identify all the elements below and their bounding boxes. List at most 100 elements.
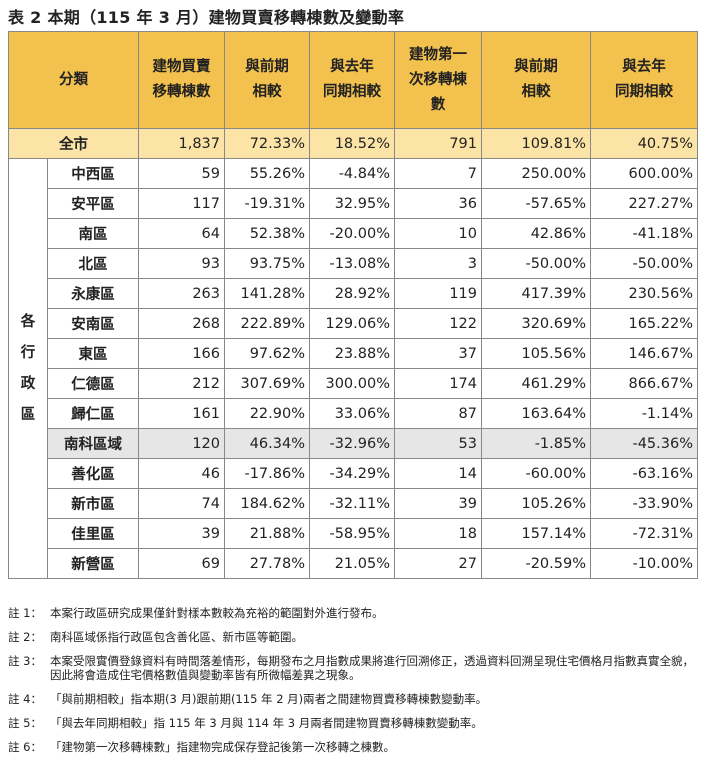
table-cell: 32.95% (309, 188, 395, 219)
table-cell: 97.62% (224, 338, 310, 369)
district-name: 東區 (47, 338, 139, 369)
total-label: 全市 (8, 128, 139, 159)
table-cell: 105.56% (481, 338, 591, 369)
total-cell: 72.33% (224, 128, 310, 159)
table-cell: -1.14% (590, 398, 698, 429)
table-cell: 227.27% (590, 188, 698, 219)
table-cell: -60.00% (481, 458, 591, 489)
note-key: 註 5： (8, 716, 42, 730)
note-text: 本案行政區研究成果僅針對樣本數較為充裕的範圍對外進行發布。 (50, 606, 384, 620)
table-cell: 117 (138, 188, 225, 219)
district-name: 北區 (47, 248, 139, 279)
district-name: 歸仁區 (47, 398, 139, 429)
total-cell: 791 (394, 128, 482, 159)
table-cell: 18 (394, 518, 482, 549)
table-row: 佳里區 39 21.88% -58.95% 18 157.14% -72.31% (9, 518, 698, 549)
table-row: 南區 64 52.38% -20.00% 10 42.86% -41.18% (9, 218, 698, 249)
header-line: 相較 (521, 84, 551, 100)
table-cell: 165.22% (590, 308, 698, 339)
district-name: 南區 (47, 218, 139, 249)
table-cell: 28.92% (309, 278, 395, 309)
table-cell: -32.96% (309, 428, 395, 459)
transfer-table: 分類 建物買賣 移轉棟數 與前期 相較 與去年 同期相較 建物第一 次移轉棟 數… (8, 31, 698, 579)
notes-section: 註 1： 本案行政區研究成果僅針對樣本數較為充裕的範圍對外進行發布。註 2： 南科區… (8, 606, 698, 764)
note-text: 「與前期相較」指本期(3 月)跟前期(115 年 2 月)兩者之間建物買賣移轉棟… (50, 692, 488, 706)
table-cell: -1.85% (481, 428, 591, 459)
header-line: 建物第一 (409, 46, 467, 63)
table-cell: -20.59% (481, 548, 591, 579)
header-first-vs-previous: 與前期 相較 (481, 31, 591, 129)
district-name: 新營區 (47, 548, 139, 579)
table-cell: 250.00% (481, 158, 591, 189)
header-vs-previous: 與前期 相較 (224, 31, 310, 129)
header-line: 數 (430, 96, 446, 113)
table-row: 安南區 268 222.89% 129.06% 122 320.69% 165.22% (9, 308, 698, 339)
table-cell: 105.26% (481, 488, 591, 519)
table-cell: -57.65% (481, 188, 591, 219)
table-cell: 866.67% (590, 368, 698, 399)
header-first-vs-last-year: 與去年 同期相較 (590, 31, 698, 129)
note-text: 本案受限實價登錄資料有時間落差情形，每期發布之月指數成果將進行回溯修正，透過資料… (50, 654, 694, 682)
table-cell: 166 (138, 338, 225, 369)
table-cell: 46.34% (224, 428, 310, 459)
table-cell: -63.16% (590, 458, 698, 489)
table-row: 永康區 263 141.28% 28.92% 119 417.39% 230.56% (9, 278, 698, 309)
table-cell: 222.89% (224, 308, 310, 339)
header-line: 建物買賣 (152, 59, 211, 75)
table-row: 北區 93 93.75% -13.08% 3 -50.00% -50.00% (9, 248, 698, 279)
table-cell: 163.64% (481, 398, 591, 429)
table-cell: 263 (138, 278, 225, 309)
table-cell: 39 (394, 488, 482, 519)
district-name: 新市區 (47, 488, 139, 519)
note-text: 南科區域係指行政區包含善化區、新市區等範圍。 (50, 630, 303, 644)
note-key: 註 4： (8, 692, 42, 706)
table-cell: 93 (138, 248, 225, 279)
district-name: 佳里區 (47, 518, 139, 549)
table-cell: -17.86% (224, 458, 310, 489)
group-label-char: 各 (20, 313, 36, 330)
table-cell: 417.39% (481, 278, 591, 309)
district-name: 安平區 (47, 188, 139, 219)
table-cell: 307.69% (224, 368, 310, 399)
table-cell: -20.00% (309, 218, 395, 249)
table-cell: -50.00% (590, 248, 698, 279)
table-cell: 146.67% (590, 338, 698, 369)
group-label-char: 區 (20, 406, 36, 423)
header-line: 相較 (252, 84, 282, 100)
table-cell: 53 (394, 428, 482, 459)
table-cell: -72.31% (590, 518, 698, 549)
table-cell: 42.86% (481, 218, 591, 249)
table-cell: 39 (138, 518, 225, 549)
table-cell: 37 (394, 338, 482, 369)
header-line: 同期相較 (323, 84, 381, 100)
table-cell: 320.69% (481, 308, 591, 339)
table-cell: 59 (138, 158, 225, 189)
table-cell: 7 (394, 158, 482, 189)
note-item: 註 1： 本案行政區研究成果僅針對樣本數較為充裕的範圍對外進行發布。 (8, 606, 698, 620)
table-cell: 74 (138, 488, 225, 519)
district-name: 南科區域 (47, 428, 139, 459)
table-cell: 184.62% (224, 488, 310, 519)
note-key: 註 6： (8, 740, 42, 754)
table-cell: -45.36% (590, 428, 698, 459)
note-text: 「與去年同期相較」指 115 年 3 月與 114 年 3 月兩者間建物買賣移轉… (50, 716, 483, 730)
total-cell: 1,837 (138, 128, 225, 159)
header-line: 次移轉棟 (409, 71, 467, 88)
table-row: 仁德區 212 307.69% 300.00% 174 461.29% 866.67% (9, 368, 698, 399)
header-row: 分類 建物買賣 移轉棟數 與前期 相較 與去年 同期相較 建物第一 次移轉棟 數… (8, 31, 698, 129)
note-key: 註 3： (8, 654, 42, 668)
note-item: 註 6： 「建物第一次移轉棟數」指建物完成保存登記後第一次移轉之棟數。 (8, 740, 698, 754)
total-cell: 40.75% (590, 128, 698, 159)
header-line: 與前期 (245, 59, 289, 75)
table-cell: 157.14% (481, 518, 591, 549)
table-cell: 161 (138, 398, 225, 429)
note-item: 註 4： 「與前期相較」指本期(3 月)跟前期(115 年 2 月)兩者之間建物買… (8, 692, 698, 706)
table-cell: 69 (138, 548, 225, 579)
table-cell: 129.06% (309, 308, 395, 339)
district-group-label: 各行政區 (8, 158, 48, 579)
table-row: 新市區 74 184.62% -32.11% 39 105.26% -33.90% (9, 488, 698, 519)
total-row: 全市 1,837 72.33% 18.52% 791 109.81% 40.75… (8, 128, 698, 159)
header-category: 分類 (8, 31, 139, 129)
table-row: 各行政區中西區 59 55.26% -4.84% 7 250.00% 600.00% (8, 158, 698, 579)
note-item: 註 5： 「與去年同期相較」指 115 年 3 月與 114 年 3 月兩者間建物… (8, 716, 698, 730)
